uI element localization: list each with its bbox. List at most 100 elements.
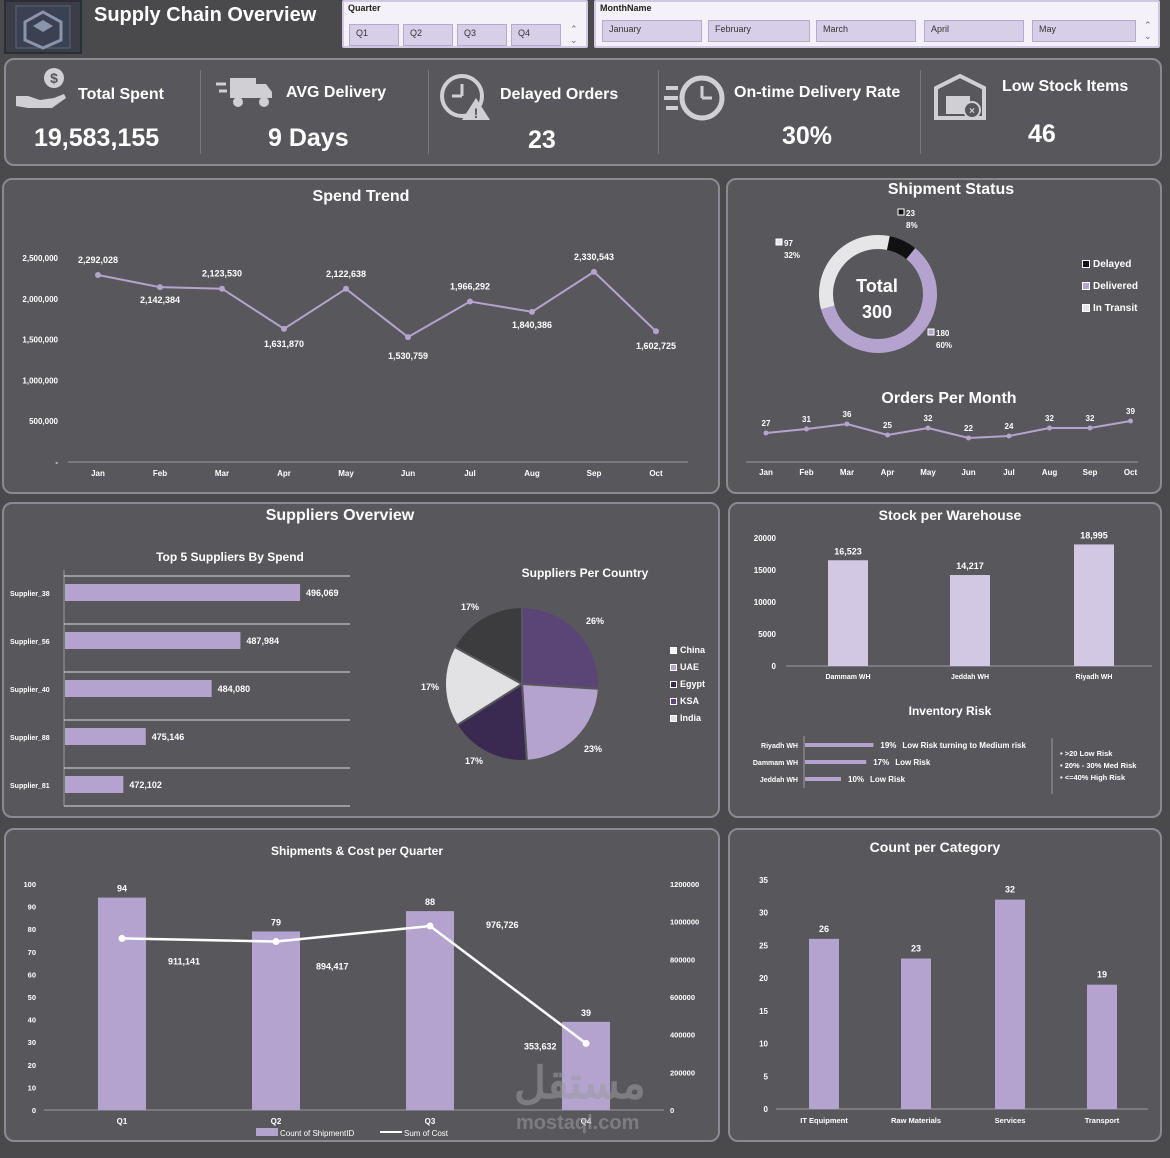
risk-note: Low Risk xyxy=(870,775,906,784)
y-tick-label-right: 400000 xyxy=(670,1031,695,1040)
suppliers-overview-panel xyxy=(2,502,720,818)
slicer-scroll-icon[interactable]: ⌃ ⌄ xyxy=(1144,20,1152,41)
x-tick-label: Jan xyxy=(91,469,105,478)
slicer-april[interactable]: April xyxy=(924,20,1024,42)
x-tick-label: Feb xyxy=(153,469,167,478)
data-label: 2,123,530 xyxy=(202,269,242,279)
x-tick-label: Aug xyxy=(524,469,540,478)
spend-point xyxy=(653,328,659,335)
risk-legend-item: • 20% - 30% Med Risk xyxy=(1060,761,1137,770)
y-tick-label-left: 30 xyxy=(28,1038,36,1047)
quarter-slicer-title: Quarter xyxy=(348,3,381,13)
spend-trend-title: Spend Trend xyxy=(312,188,410,205)
y-tick-label: Supplier_38 xyxy=(10,591,50,598)
spend-trend-panel xyxy=(2,178,720,494)
shipment-status-chart: 23 8% 180 60% 97 32% xyxy=(775,208,952,353)
shipment-count-bar xyxy=(406,911,454,1110)
data-label: 25 xyxy=(883,421,892,430)
slicer-q2[interactable]: Q2 xyxy=(403,24,453,46)
data-label: 32 xyxy=(1086,414,1095,423)
fast-clock-icon xyxy=(664,75,725,121)
y-tick-label-right: 800000 xyxy=(670,955,695,964)
inventory-risk-chart: Riyadh WH 19% Low Risk turning to Medium r… xyxy=(753,736,1137,794)
pie-label: 17% xyxy=(465,756,483,766)
supplier-bar xyxy=(65,776,124,793)
y-tick-label: Supplier_56 xyxy=(10,639,50,646)
y-tick-label: 0 xyxy=(772,662,777,671)
y-tick-label-left: 100 xyxy=(23,880,36,889)
x-tick-label: Oct xyxy=(1124,468,1138,477)
slicer-february[interactable]: February xyxy=(708,20,810,42)
data-label: 24 xyxy=(1005,422,1014,431)
x-tick-label: Q2 xyxy=(271,1117,282,1126)
orders-point xyxy=(966,435,971,441)
x-tick-label: Raw Materials xyxy=(891,1116,941,1125)
pie-slice xyxy=(453,605,523,686)
orders-per-month-chart: 27 Jan 31 Feb 36 Mar 25 Apr 32 May 22 Jun 24 Jul 32 Aug… xyxy=(746,407,1138,477)
clock-warning-icon: ! xyxy=(440,74,490,121)
cost-point xyxy=(118,934,126,942)
y-tick-label: Supplier_88 xyxy=(10,735,50,742)
y-tick-label-left: 0 xyxy=(32,1106,36,1115)
slicer-march[interactable]: March xyxy=(816,20,916,42)
data-label: 79 xyxy=(271,917,281,927)
slicer-q4[interactable]: Q4 xyxy=(511,24,561,46)
orders-point xyxy=(885,432,890,438)
risk-note: Low Risk turning to Medium risk xyxy=(902,741,1026,750)
legend-india: India xyxy=(670,710,705,727)
y-tick-label: 500,000 xyxy=(29,417,58,426)
data-label: 2,142,384 xyxy=(140,295,180,305)
data-label: 22 xyxy=(964,424,973,433)
orders-point xyxy=(1087,425,1093,431)
x-tick-label: Jul xyxy=(1003,468,1015,477)
slicer-january[interactable]: January xyxy=(602,20,702,42)
y-tick-label: - xyxy=(55,458,58,467)
data-label: 39 xyxy=(581,1008,591,1018)
data-label: 475,146 xyxy=(152,732,185,742)
page-title: Supply Chain Overview xyxy=(94,4,317,26)
y-tick-label-left: 70 xyxy=(28,948,36,957)
slicer-may[interactable]: May xyxy=(1032,20,1136,42)
risk-note: Low Risk xyxy=(895,758,931,767)
watermark-arabic: مستقل xyxy=(514,1059,646,1108)
data-label: 1,530,759 xyxy=(388,351,428,361)
top5-title: Top 5 Suppliers By Spend xyxy=(156,550,304,564)
kpi-divider xyxy=(428,70,429,154)
y-tick-label: 10 xyxy=(759,1040,768,1049)
svg-text:$: $ xyxy=(50,70,58,86)
spend-point xyxy=(219,285,225,292)
x-tick-label: Mar xyxy=(840,468,854,477)
data-label: 88 xyxy=(425,897,435,907)
app-logo xyxy=(4,0,82,54)
data-label: 14,217 xyxy=(956,561,984,571)
x-tick-label: IT Equipment xyxy=(800,1116,848,1125)
slicer-scroll-icon[interactable]: ⌃ ⌄ xyxy=(570,24,578,45)
supplier-bar xyxy=(65,680,212,697)
data-label: 39 xyxy=(1126,407,1135,416)
pie-slice xyxy=(520,682,600,762)
truck-icon xyxy=(216,78,272,107)
slicer-q3[interactable]: Q3 xyxy=(457,24,507,46)
orders-point xyxy=(844,421,850,427)
y-tick-label-right: 0 xyxy=(670,1106,674,1115)
kpi-total-spent-value: 19,583,155 xyxy=(34,124,160,152)
y-tick-label: 15 xyxy=(759,1007,768,1016)
y-tick-label: 1,500,000 xyxy=(22,336,58,345)
y-tick-label-left: 40 xyxy=(28,1016,36,1025)
kpi-ontime-rate-value: 30% xyxy=(782,122,833,150)
risk-legend-item: • <=40% High Risk xyxy=(1060,773,1126,782)
warehouse-icon: × xyxy=(934,73,986,120)
slicer-q1[interactable]: Q1 xyxy=(349,24,399,46)
slice-pct-label: 60% xyxy=(936,341,952,350)
x-tick-label: Apr xyxy=(277,469,291,478)
count-category-title: Count per Category xyxy=(869,839,1001,855)
data-label: 31 xyxy=(802,415,811,424)
x-tick-label: Jeddah WH xyxy=(951,674,989,681)
suppliers-country-chart: 26% 23% 17% 17% 17% xyxy=(421,602,604,766)
y-tick-label: Jeddah WH xyxy=(760,777,798,784)
x-tick-label: Q1 xyxy=(117,1117,128,1126)
slice-value-label: 97 xyxy=(784,239,793,248)
spend-line xyxy=(97,270,657,339)
donut-center-value: 300 xyxy=(861,302,893,322)
x-tick-label: May xyxy=(338,469,354,478)
